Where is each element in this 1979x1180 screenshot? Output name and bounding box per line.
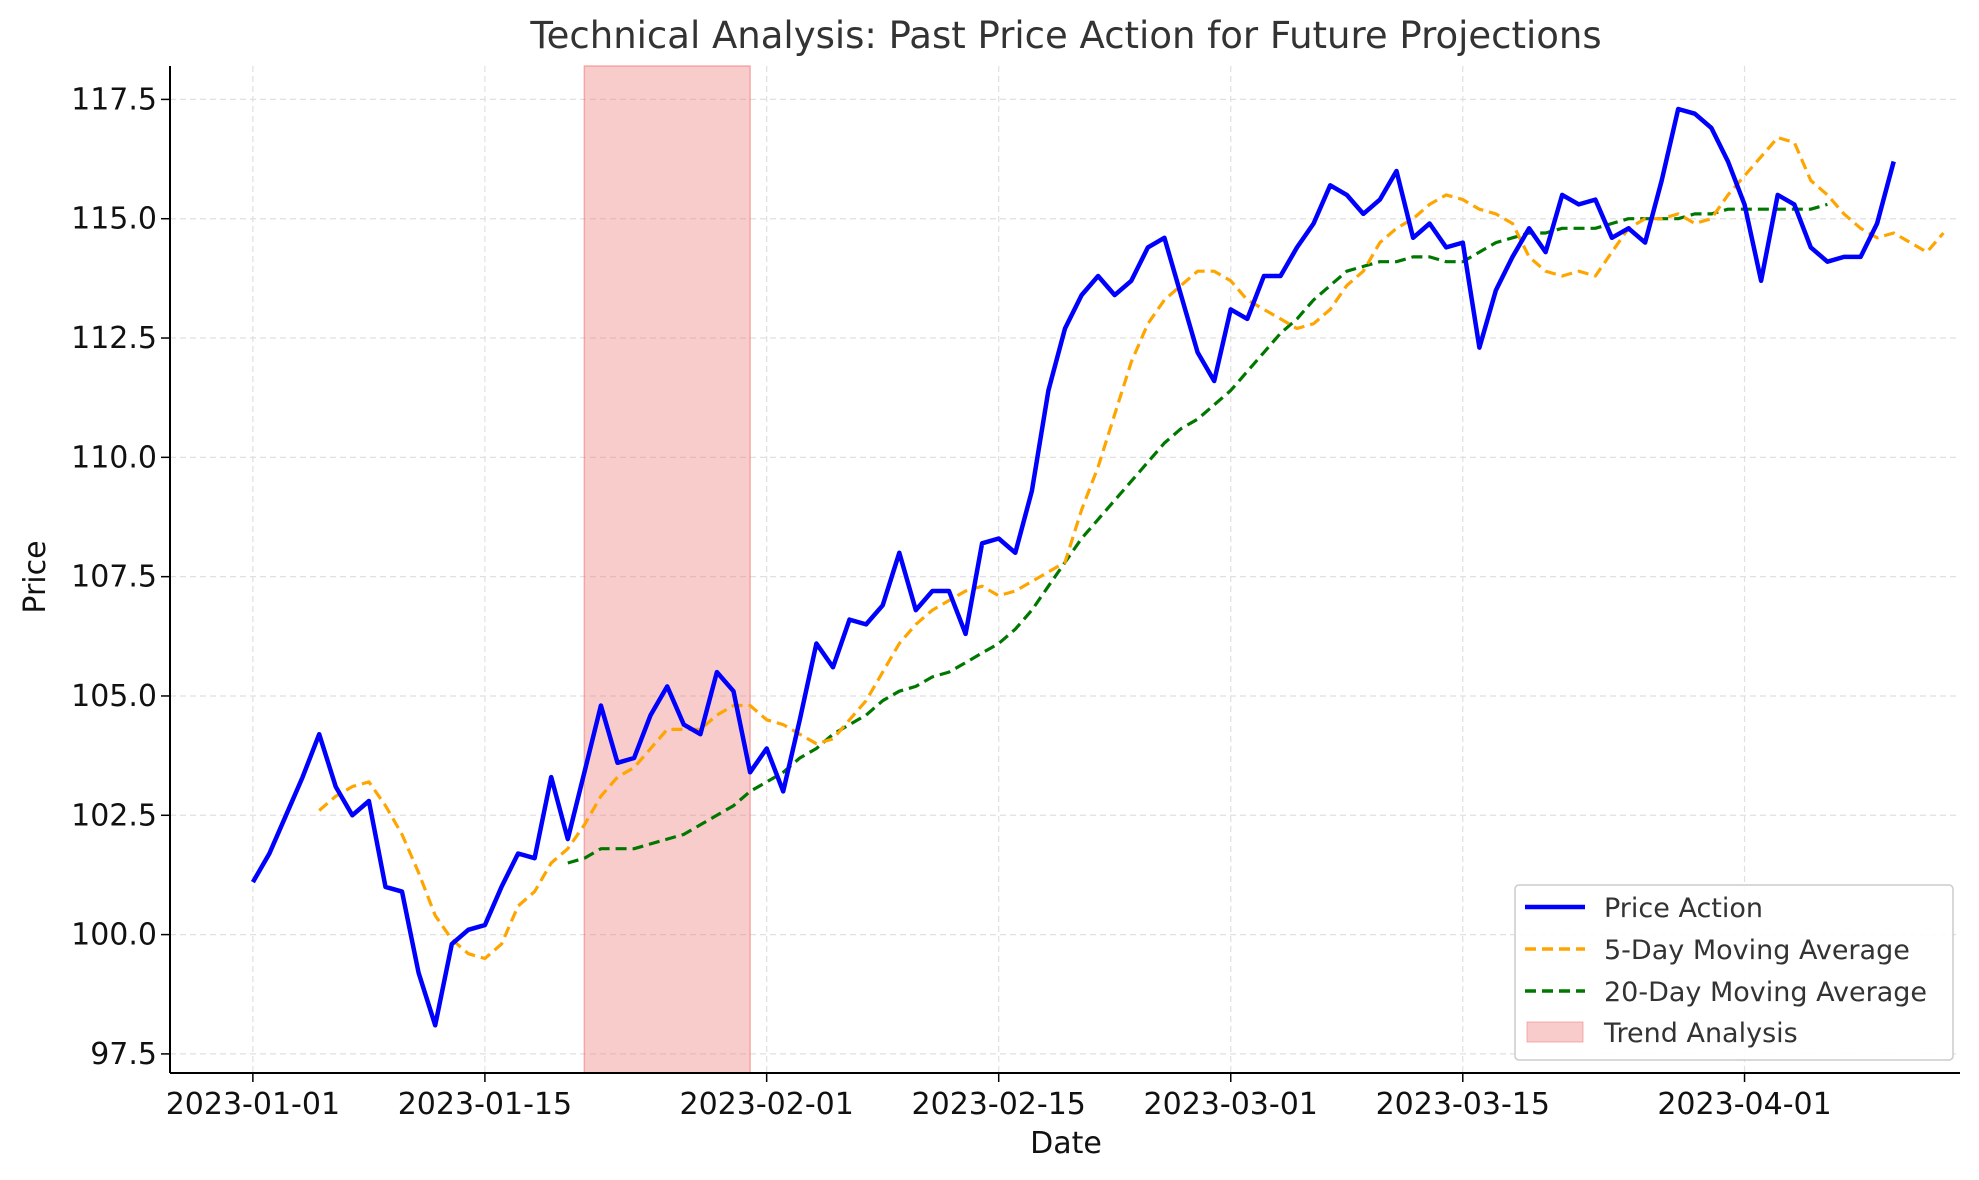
series-line-price-action xyxy=(250,106,1896,1028)
y-tick-label: 112.5 xyxy=(71,321,157,356)
y-tick-label: 102.5 xyxy=(71,798,157,833)
series-line-5-day-moving-average xyxy=(318,136,1945,961)
x-axis-title: Date xyxy=(1030,1126,1102,1161)
tick-labels: 97.5 100.0 102.5 105.0 107.5 110.0 112.5 115.0 1… xyxy=(71,82,1832,1122)
y-tick-label: 97.5 xyxy=(90,1037,157,1072)
legend-label-20day-ma: 20-Day Moving Average xyxy=(1604,977,1927,1008)
y-tick-label: 105.0 xyxy=(71,679,157,714)
x-tick-label: 2023-01-15 xyxy=(398,1087,572,1122)
legend-label-5day-ma: 5-Day Moving Average xyxy=(1604,935,1910,966)
series-layer xyxy=(250,106,1945,1028)
trend-analysis-region xyxy=(583,65,751,1074)
x-tick-label: 2023-03-01 xyxy=(1144,1087,1318,1122)
x-tick-label: 2023-04-01 xyxy=(1657,1087,1831,1122)
series-line-20-day-moving-average xyxy=(567,202,1828,865)
y-tick-label: 115.0 xyxy=(71,202,157,237)
y-tick-label: 100.0 xyxy=(71,918,157,953)
chart-title: Technical Analysis: Past Price Action fo… xyxy=(529,14,1601,57)
y-tick-label: 110.0 xyxy=(71,440,157,475)
legend-swatch-trend-analysis xyxy=(1526,1021,1584,1043)
legend-label-trend-analysis: Trend Analysis xyxy=(1603,1018,1798,1049)
trend-analysis-region-layer xyxy=(583,65,751,1074)
legend-label-price-action: Price Action xyxy=(1604,893,1763,924)
x-tick-label: 2023-02-15 xyxy=(912,1087,1086,1122)
y-axis-title: Price xyxy=(18,540,53,613)
x-tick-label: 2023-03-15 xyxy=(1376,1087,1550,1122)
y-tick-label: 117.5 xyxy=(71,82,157,117)
legend: Price Action 5-Day Moving Average 20-Day… xyxy=(1514,884,1954,1061)
x-tick-label: 2023-01-01 xyxy=(166,1087,340,1122)
x-tick-label: 2023-02-01 xyxy=(679,1087,853,1122)
axes xyxy=(161,66,1960,1082)
legend-box xyxy=(1514,884,1954,1061)
y-tick-label: 107.5 xyxy=(71,560,157,595)
